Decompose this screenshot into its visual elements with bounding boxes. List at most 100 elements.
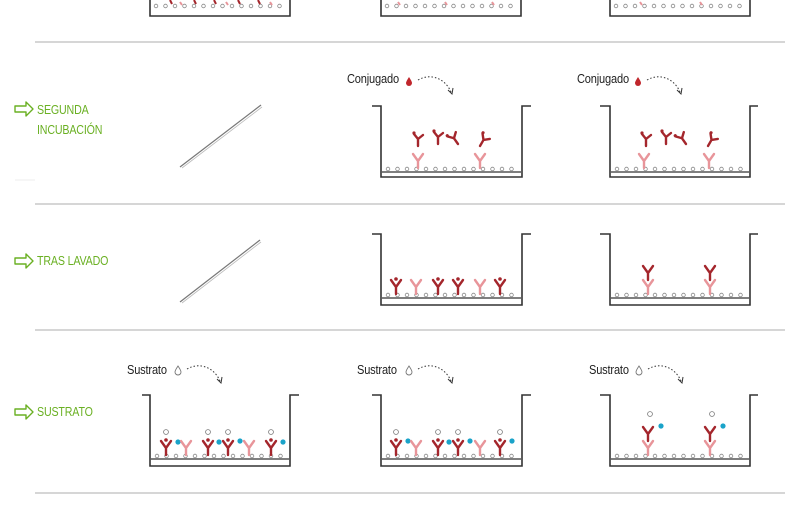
step-label-line: INCUBACIÓN — [37, 122, 103, 137]
step-label-line: SUSTRATO — [37, 404, 93, 419]
surface-dot — [404, 166, 410, 172]
surface-dot — [508, 3, 513, 9]
surface-dot — [652, 292, 658, 298]
surface-dot — [671, 292, 677, 298]
surface-dot — [690, 453, 696, 459]
surface-dot — [671, 453, 677, 459]
surface-dot — [681, 453, 686, 459]
surface-dot — [499, 166, 505, 172]
surface-dot — [489, 3, 494, 9]
reagent-label-sustrato: Sustrato — [127, 362, 167, 377]
surface-dot — [624, 453, 629, 459]
surface-dot — [480, 292, 486, 298]
surface-dot — [652, 166, 658, 172]
surface-dot — [708, 3, 714, 9]
surface-dot — [633, 292, 639, 298]
surface-dot — [221, 453, 226, 459]
surface-dot — [471, 453, 476, 459]
surface-dot — [681, 292, 686, 298]
surface-dot — [509, 453, 514, 459]
row-segunda-incubacion — [179, 76, 758, 178]
surface-dot — [738, 453, 743, 459]
surface-dot — [248, 3, 254, 9]
surface-dot — [384, 3, 390, 9]
surface-dot — [738, 166, 743, 172]
surface-dot — [433, 292, 438, 298]
surface-dot — [728, 166, 734, 172]
arrow-right-icon — [14, 404, 34, 420]
step-label-tras-lavado: TRAS LAVADO — [37, 251, 108, 271]
surface-dot — [452, 166, 457, 172]
surface-dot — [719, 292, 724, 298]
surface-dot — [671, 166, 677, 172]
surface-dot — [690, 166, 696, 172]
surface-dot — [258, 3, 263, 9]
surface-dot — [385, 166, 391, 172]
surface-dot — [614, 453, 620, 459]
surface-dot — [680, 3, 685, 9]
surface-dot — [192, 453, 198, 459]
surface-dot — [452, 292, 457, 298]
surface-dot — [471, 292, 476, 298]
surface-dot — [728, 453, 734, 459]
surface-dot — [737, 3, 742, 9]
surface-dot — [423, 453, 429, 459]
surface-dot — [404, 453, 410, 459]
surface-dot — [249, 453, 255, 459]
surface-dot — [394, 3, 399, 9]
surface-dot — [613, 3, 619, 9]
surface-dot — [662, 453, 667, 459]
surface-dot — [403, 3, 409, 9]
surface-dot — [211, 453, 217, 459]
surface-dot — [442, 453, 448, 459]
surface-dot — [470, 3, 475, 9]
surface-dot — [670, 3, 676, 9]
surface-dot — [652, 453, 658, 459]
surface-dot — [681, 166, 686, 172]
surface-dot — [633, 166, 639, 172]
surface-dot — [623, 3, 628, 9]
surface-dot — [451, 3, 456, 9]
surface-dot — [700, 166, 705, 172]
surface-dot — [229, 3, 235, 9]
surface-dot — [509, 166, 514, 172]
surface-dot — [643, 453, 648, 459]
surface-dot — [471, 166, 476, 172]
surface-dot — [498, 3, 504, 9]
surface-dot — [385, 453, 391, 459]
surface-dot — [490, 453, 495, 459]
surface-dot — [624, 292, 629, 298]
step-label-line: SEGUNDA — [37, 102, 89, 117]
surface-dot — [709, 166, 715, 172]
surface-dot — [727, 3, 733, 9]
surface-dot — [442, 292, 448, 298]
surface-dot — [490, 166, 495, 172]
surface-dot — [395, 166, 400, 172]
surface-dot — [240, 453, 245, 459]
surface-dot — [423, 166, 429, 172]
surface-dot — [479, 3, 485, 9]
surface-dot — [182, 3, 187, 9]
surface-dot — [651, 3, 657, 9]
surface-dot — [210, 3, 216, 9]
surface-dot — [267, 3, 273, 9]
surface-dot — [259, 453, 264, 459]
surface-dot — [614, 166, 620, 172]
surface-dot — [202, 453, 207, 459]
surface-dot — [661, 3, 666, 9]
surface-dot — [728, 292, 734, 298]
surface-dot — [191, 3, 197, 9]
surface-dot — [614, 292, 620, 298]
surface-dot — [404, 292, 410, 298]
surface-dot — [385, 292, 391, 298]
surface-dot — [422, 3, 428, 9]
surface-dot — [153, 3, 159, 9]
surface-dot — [173, 453, 179, 459]
surface-dot — [220, 3, 225, 9]
surface-dot — [423, 292, 429, 298]
surface-dot — [480, 453, 486, 459]
surface-dot — [643, 292, 648, 298]
dividers — [35, 41, 785, 494]
